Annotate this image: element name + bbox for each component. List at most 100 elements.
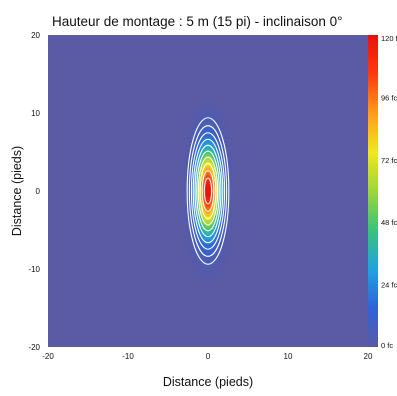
heatmap-cell [205, 175, 209, 179]
heatmap-cell [208, 170, 211, 174]
heatmap-cell [219, 128, 223, 132]
heatmap-cell [192, 255, 195, 259]
heatmap-cell [187, 184, 191, 188]
heatmap-cell [208, 269, 211, 272]
heatmap-cell [214, 150, 218, 154]
heatmap-cell [189, 224, 193, 228]
heatmap-cell [214, 244, 218, 248]
heatmap-cell [210, 166, 214, 170]
heatmap-cell [192, 208, 195, 212]
heatmap-cell [226, 206, 230, 210]
heatmap-cell [224, 191, 227, 194]
heatmap-cell [196, 213, 200, 217]
heatmap-cell [228, 222, 232, 226]
heatmap-cell [217, 269, 221, 272]
heatmap-cell [203, 170, 207, 174]
heatmap-cell [192, 237, 195, 241]
heatmap-cell [228, 228, 232, 232]
heatmap-cell [226, 150, 230, 154]
heatmap-cell [203, 115, 207, 119]
heatmap-cell [226, 179, 230, 183]
heatmap-cell [208, 117, 211, 121]
heatmap-cell [203, 231, 207, 234]
heatmap-cell [205, 164, 209, 168]
heatmap-cell [230, 159, 234, 163]
heatmap-cell [210, 231, 214, 234]
heatmap-cell [185, 233, 189, 237]
heatmap-cell [201, 275, 205, 279]
heatmap-cell [196, 126, 200, 130]
heatmap-cell [226, 199, 230, 203]
heatmap-cell [189, 168, 193, 172]
heatmap-cell [205, 253, 209, 257]
heatmap-cell [221, 179, 225, 183]
heatmap-cell [201, 219, 205, 223]
heatmap-cell [210, 237, 214, 241]
heatmap-cell [185, 215, 189, 219]
heatmap-cell [212, 226, 216, 230]
heatmap-cell [196, 271, 200, 275]
heatmap-cell [214, 242, 218, 246]
heatmap-cell [208, 188, 211, 192]
heatmap-cell [221, 219, 225, 223]
heatmap-cell [217, 255, 221, 259]
heatmap-cell [210, 269, 214, 272]
heatmap-cell [217, 117, 221, 121]
heatmap-cell [217, 115, 221, 119]
heatmap-cell [203, 121, 207, 125]
heatmap-cell [210, 271, 214, 275]
heatmap-cell [210, 170, 214, 174]
heatmap-cell [226, 146, 230, 150]
colorbar-tick-label: 72 fc [381, 156, 397, 165]
heatmap-cell [226, 133, 230, 136]
heatmap-cell [205, 148, 209, 152]
heatmap-cell [182, 197, 186, 201]
heatmap-cell [226, 204, 230, 208]
heatmap-cell [182, 188, 186, 192]
heatmap-cell [217, 271, 221, 275]
heatmap-cell [185, 197, 189, 201]
heatmap-cell [217, 119, 221, 123]
heatmap-cell [228, 186, 232, 190]
heatmap-cell [203, 226, 207, 230]
heatmap-cell [224, 204, 227, 208]
heatmap-cell [224, 195, 227, 199]
heatmap-cell [194, 128, 198, 132]
heatmap-cell [219, 170, 223, 174]
heatmap-cell [214, 226, 218, 230]
heatmap-cell [201, 235, 205, 239]
heatmap-cell [224, 135, 227, 139]
heatmap-cell [194, 153, 198, 156]
heatmap-cell [201, 226, 205, 230]
heatmap-cell [189, 137, 193, 141]
heatmap-cell [217, 124, 221, 127]
heatmap-cell [205, 166, 209, 170]
heatmap-cell [194, 168, 198, 172]
heatmap-cell [189, 202, 193, 205]
heatmap-cell [194, 262, 198, 266]
heatmap-cell [203, 264, 207, 268]
heatmap-cell [224, 244, 227, 248]
heatmap-cell [221, 128, 225, 132]
heatmap-cell [214, 219, 218, 223]
heatmap-cell [226, 177, 230, 181]
heatmap-cell [208, 119, 211, 123]
y-tick-label: 0 [36, 187, 41, 196]
heatmap-cell [198, 275, 202, 279]
heatmap-cell [214, 110, 218, 114]
heatmap-cell [185, 177, 189, 181]
heatmap-cell [187, 224, 191, 228]
heatmap-cell [196, 137, 200, 141]
heatmap-cell [228, 204, 232, 208]
heatmap-cell [228, 199, 232, 203]
heatmap-cell [201, 130, 205, 134]
heatmap-cell [205, 113, 209, 116]
heatmap-cell [210, 126, 214, 130]
heatmap-cell [221, 199, 225, 203]
heatmap-cell [230, 164, 234, 168]
heatmap-cell [189, 141, 193, 145]
heatmap-cell [201, 257, 205, 261]
heatmap-cell [214, 179, 218, 183]
heatmap-cell [189, 257, 193, 261]
